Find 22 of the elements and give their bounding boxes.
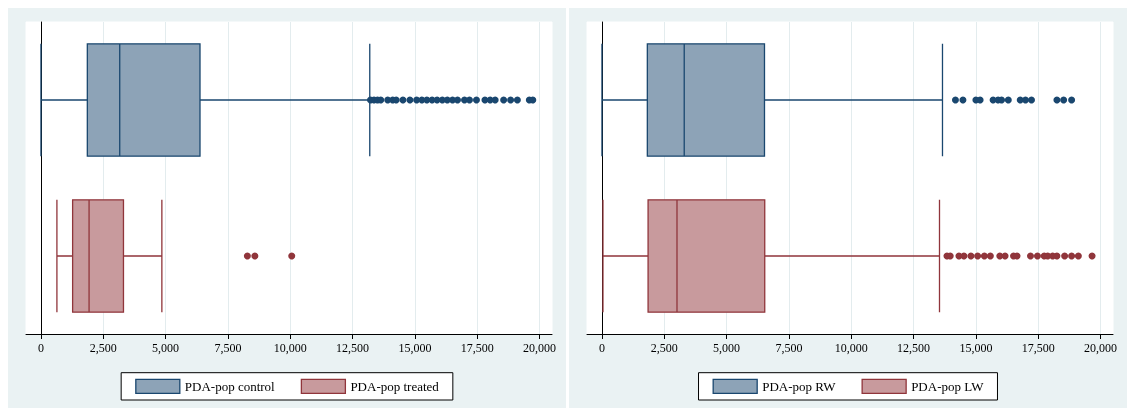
x-tick-label: 7,500 bbox=[214, 341, 242, 355]
legend-label: PDA-pop LW bbox=[911, 378, 985, 394]
x-tick-label: 12,500 bbox=[897, 341, 931, 355]
x-tick-label: 0 bbox=[598, 341, 605, 355]
legend-label: PDA-pop control bbox=[184, 378, 276, 394]
x-tick-label: 10,000 bbox=[273, 341, 307, 355]
x-tick-label: 5,000 bbox=[152, 341, 180, 355]
legend-label: PDA-pop RW bbox=[762, 378, 837, 394]
x-tick-label: 17,500 bbox=[460, 341, 494, 355]
x-tick-label: 20,000 bbox=[1084, 341, 1118, 355]
x-tick-label: 2,500 bbox=[89, 341, 117, 355]
x-tick-label: 20,000 bbox=[523, 341, 557, 355]
x-tick-label: 15,000 bbox=[959, 341, 993, 355]
legend-label: PDA-pop treated bbox=[350, 378, 440, 394]
x-tick-label: 7,500 bbox=[775, 341, 803, 355]
x-tick-label: 0 bbox=[37, 341, 44, 355]
x-tick-label: 17,500 bbox=[1021, 341, 1055, 355]
x-tick-label: 5,000 bbox=[713, 341, 741, 355]
x-tick-label: 12,500 bbox=[336, 341, 370, 355]
x-tick-label: 15,000 bbox=[398, 341, 432, 355]
x-tick-label: 2,500 bbox=[650, 341, 678, 355]
x-tick-label: 10,000 bbox=[834, 341, 868, 355]
